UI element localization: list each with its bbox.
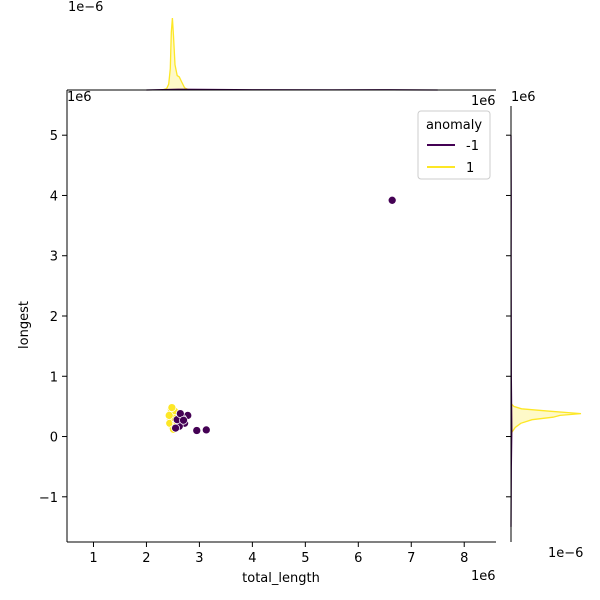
main-scatter-axes: 1 2 3 4 5 6 7 8 −1 0 1 2 3 4 5 1e6 1e6 1e6 1e6 total_… bbox=[17, 90, 536, 586]
y-tick-label: 4 bbox=[50, 189, 58, 204]
x-tick-label: 4 bbox=[248, 551, 256, 566]
x-tick-label: 7 bbox=[407, 551, 415, 566]
right-marginal-plot: 1e−6 bbox=[506, 106, 583, 561]
y-tick-label: 2 bbox=[50, 310, 58, 325]
x-axis-offset-label: 1e6 bbox=[471, 569, 496, 584]
scatter-point bbox=[167, 403, 177, 412]
legend: anomaly -1 1 bbox=[417, 110, 491, 180]
x-tick-label: 2 bbox=[142, 551, 150, 566]
y-tick-label: 0 bbox=[50, 431, 58, 446]
scatter-points bbox=[164, 195, 397, 435]
scatter-point bbox=[192, 426, 202, 435]
x-axis-ticks: 1 2 3 4 5 6 7 8 bbox=[89, 542, 468, 566]
scatter-point bbox=[201, 425, 211, 435]
scatter-point bbox=[179, 415, 188, 425]
legend-label-pos1: 1 bbox=[466, 161, 474, 176]
x-tick-label: 3 bbox=[195, 551, 203, 566]
top-marginal-plot: 1e−6 bbox=[67, 0, 496, 91]
right-marginal-offset-label: 1e−6 bbox=[548, 546, 583, 561]
right-marginal-ticks bbox=[506, 134, 511, 498]
scatter-point bbox=[387, 195, 397, 205]
y-tick-label: 1 bbox=[50, 370, 58, 385]
y-axis-offset-label: 1e6 bbox=[67, 90, 92, 105]
x-tick-label: 5 bbox=[301, 551, 309, 566]
y-tick-label: −1 bbox=[39, 491, 58, 506]
y-tick-label: 3 bbox=[50, 250, 58, 265]
x-tick-label: 6 bbox=[354, 551, 362, 566]
legend-label-neg1: -1 bbox=[466, 139, 479, 154]
scatter-point bbox=[164, 411, 174, 420]
right-marginal-top-offset-label: 1e6 bbox=[511, 90, 536, 105]
y-axis-ticks: −1 0 1 2 3 4 5 bbox=[39, 129, 67, 506]
legend-title: anomaly bbox=[426, 118, 482, 133]
top-marginal-line bbox=[162, 17, 190, 91]
top-marginal-density bbox=[146, 17, 438, 91]
scatter-point bbox=[171, 423, 180, 433]
right-marginal-line bbox=[510, 402, 582, 434]
x-tick-label: 8 bbox=[460, 551, 468, 566]
y-axis-label: longest bbox=[17, 301, 32, 349]
top-marginal-offset-label: 1e−6 bbox=[68, 0, 103, 15]
right-marginal-fill bbox=[511, 403, 581, 434]
x-axis-label: total_length bbox=[242, 571, 320, 586]
top-marginal-fill bbox=[162, 18, 189, 90]
right-marginal-density bbox=[510, 135, 582, 527]
x-tick-label: 1 bbox=[89, 551, 97, 566]
top-right-offset-label: 1e6 bbox=[471, 94, 496, 109]
y-tick-label: 5 bbox=[50, 129, 58, 144]
